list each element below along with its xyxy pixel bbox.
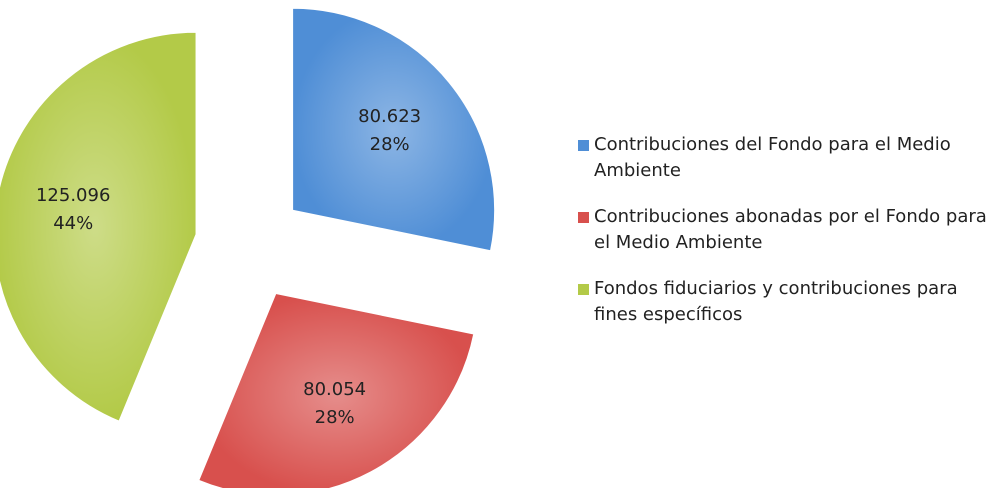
percent-label: 28% — [315, 407, 355, 428]
legend-swatch — [578, 140, 589, 151]
legend-swatch — [578, 212, 589, 223]
value-label: 80.054 — [303, 379, 366, 400]
legend-item: Fondos fiduciarios y contribuciones para… — [578, 276, 998, 328]
legend-label: Contribuciones abonadas por el Fondo par… — [594, 206, 987, 253]
pie-slice — [292, 7, 496, 252]
legend-item: Contribuciones abonadas por el Fondo par… — [578, 204, 998, 256]
legend-label: Contribuciones del Fondo para el Medio A… — [594, 134, 951, 181]
value-label: 125.096 — [36, 185, 110, 206]
value-label: 80.623 — [358, 106, 421, 127]
pie-slice — [0, 31, 197, 422]
percent-label: 28% — [370, 134, 410, 155]
legend-item: Contribuciones del Fondo para el Medio A… — [578, 132, 998, 184]
legend: Contribuciones del Fondo para el Medio A… — [578, 132, 998, 348]
legend-swatch — [578, 284, 589, 295]
percent-label: 44% — [53, 213, 93, 234]
legend-label: Fondos fiduciarios y contribuciones para… — [594, 278, 958, 325]
